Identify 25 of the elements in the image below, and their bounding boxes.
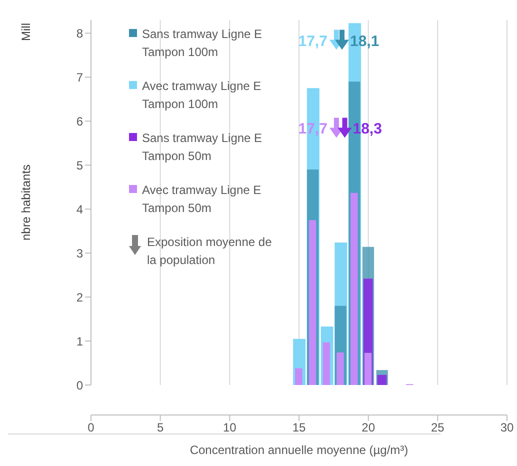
x-tick-label: 0 — [88, 420, 95, 435]
x-tick-label: 15 — [292, 420, 306, 435]
annotation: Exposition moyenne de la population — [147, 234, 273, 269]
y-tick-label: 7 — [76, 70, 84, 84]
x-axis-title: Concentration annuelle moyenne (µg/m³) — [190, 443, 408, 457]
x-tick-label: 30 — [500, 420, 514, 435]
y-tick-label: 2 — [76, 290, 84, 304]
legend-label: Avec tramway Ligne E Tampon 100m — [142, 78, 262, 113]
y-tick-label: 8 — [76, 26, 84, 40]
y-tick-label: 4 — [76, 202, 84, 216]
y-tick-label: 0 — [76, 378, 84, 392]
y-tick-label: 6 — [76, 114, 84, 128]
y-axis-title: nbre habitants — [19, 164, 33, 241]
x-tick-label: 20 — [362, 420, 376, 435]
y-tick-label: 5 — [76, 158, 84, 172]
y-tick-label: 1 — [76, 334, 84, 348]
x-tick-label: 25 — [430, 420, 445, 435]
x-tick-label: 5 — [156, 420, 164, 435]
legend-label: Sans tramway Ligne E Tampon 50m — [142, 130, 264, 165]
legend-label: Avec tramway Ligne E Tampon 50m — [142, 182, 262, 217]
y-tick-label: 3 — [76, 246, 84, 260]
text: Mill — [19, 23, 33, 41]
x-tick-label: 10 — [222, 420, 237, 435]
legend-label: Sans tramway Ligne E Tampon 100m — [142, 26, 264, 61]
annotation: 17,7 — [298, 32, 328, 50]
